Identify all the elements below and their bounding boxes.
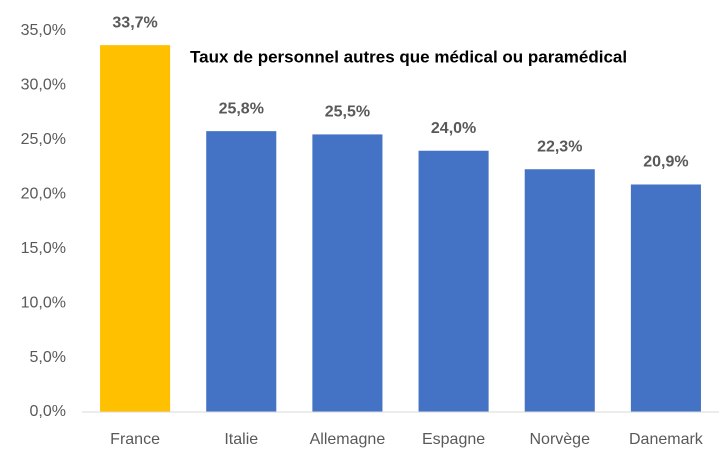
y-tick-label: 5,0%: [30, 349, 66, 366]
x-tick-label: Allemagne: [310, 431, 386, 448]
value-label: 24,0%: [431, 120, 476, 137]
y-tick-label: 15,0%: [21, 240, 66, 257]
bar: [312, 134, 383, 412]
bar: [206, 131, 277, 413]
y-tick-label: 10,0%: [21, 294, 66, 311]
x-tick-label: Italie: [224, 431, 258, 448]
chart-title: Taux de personnel autres que médical ou …: [190, 47, 627, 66]
x-tick-label: France: [110, 431, 160, 448]
bar: [418, 150, 489, 412]
value-label: 25,5%: [325, 104, 370, 121]
value-label: 22,3%: [537, 138, 582, 155]
x-tick-label: Danemark: [629, 431, 704, 448]
value-label: 20,9%: [643, 154, 688, 171]
bar: [630, 184, 701, 412]
value-label: 33,7%: [112, 14, 157, 31]
value-label: 25,8%: [219, 100, 264, 117]
x-tick-label: Norvège: [530, 431, 591, 448]
y-tick-label: 0,0%: [30, 403, 66, 420]
bar: [524, 169, 595, 412]
x-tick-label: Espagne: [422, 431, 485, 448]
y-tick-label: 25,0%: [21, 131, 66, 148]
bar: [100, 45, 171, 412]
y-tick-label: 35,0%: [21, 22, 66, 39]
y-tick-label: 20,0%: [21, 186, 66, 203]
y-tick-label: 30,0%: [21, 77, 66, 94]
